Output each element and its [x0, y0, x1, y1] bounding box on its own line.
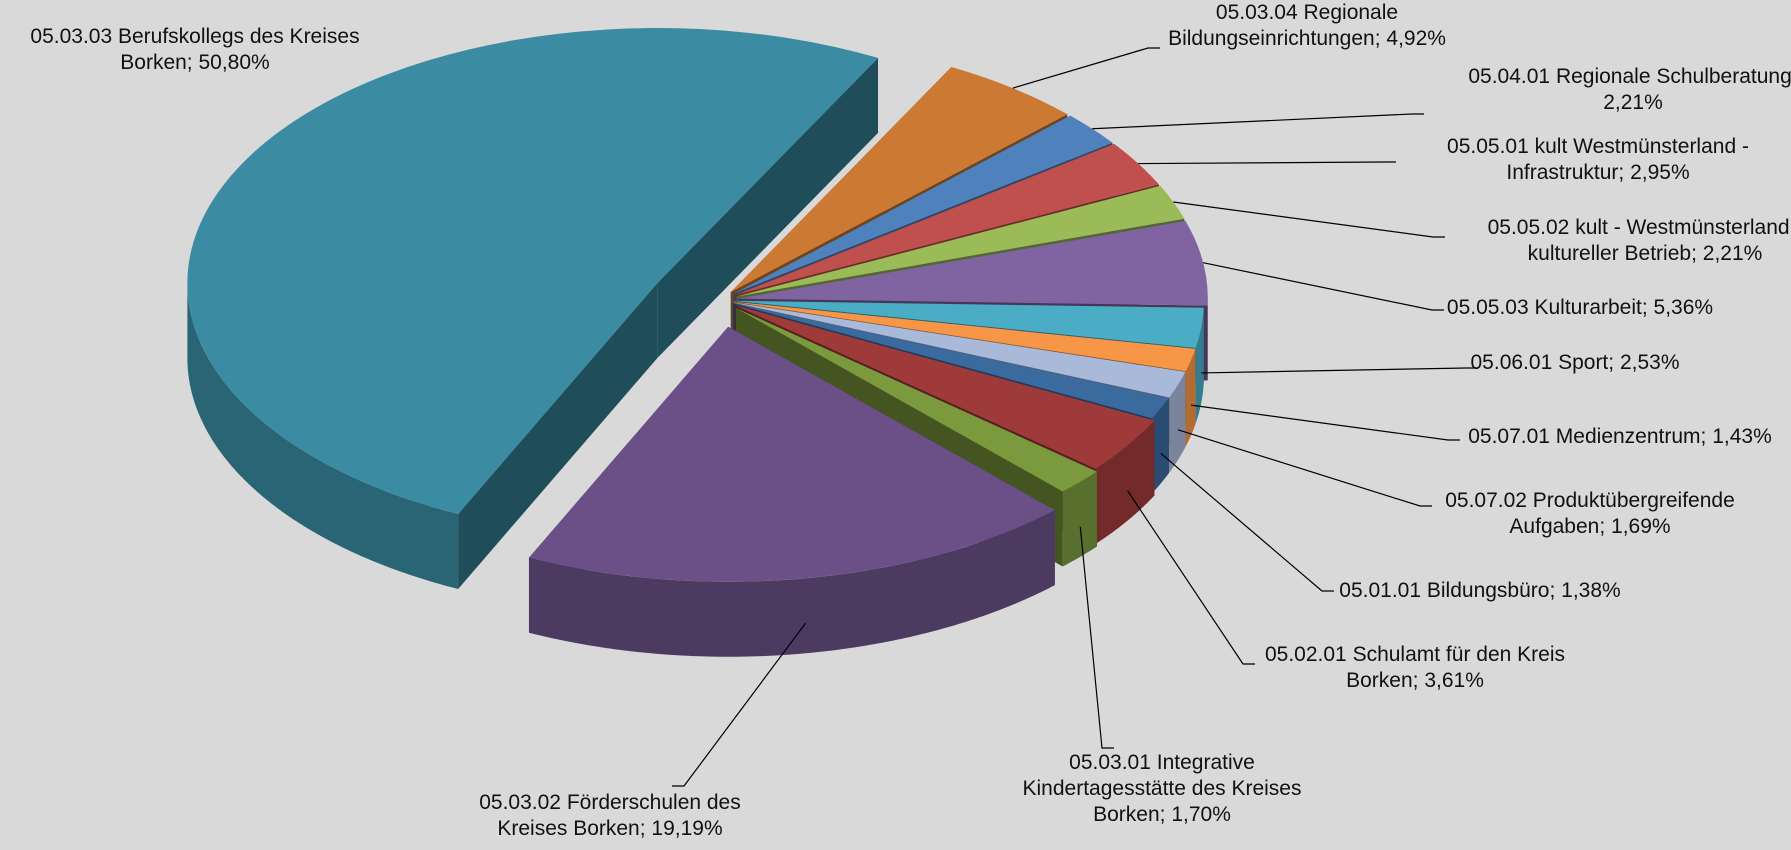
slice-wall: [1185, 348, 1196, 447]
slice-top: [735, 143, 1159, 295]
leader-line: [1138, 161, 1396, 165]
data-label: 05.03.03 Berufskollegs des Kreises Borke…: [0, 24, 390, 76]
slice-top: [730, 67, 1068, 293]
leader-line: [1079, 526, 1114, 749]
leader-line: [1191, 404, 1460, 441]
slice-top: [735, 305, 1155, 469]
value-label: 4,92%: [1386, 27, 1446, 50]
slice-top: [733, 115, 1113, 294]
leader-line: [1127, 490, 1255, 665]
value-label: 1,70%: [1171, 803, 1231, 826]
leader-line: [1177, 429, 1432, 507]
value-label: 5,36%: [1653, 296, 1714, 319]
data-label: 05.03.04 Regionale Bildungseinrichtungen…: [1142, 0, 1472, 52]
value-label: 2,95%: [1630, 161, 1690, 184]
slice-wall: [1152, 398, 1169, 494]
data-label: 05.03.02 Förderschulen des Kreises Borke…: [455, 790, 765, 842]
category-name: 05.05.03 Kulturarbeit;: [1446, 296, 1648, 319]
value-label: 1,43%: [1712, 425, 1772, 448]
slice: [187, 28, 879, 589]
slice-side: [657, 57, 879, 359]
category-name: 05.07.01 Medienzentrum;: [1468, 425, 1707, 448]
category-name: 05.06.01 Sport;: [1470, 351, 1615, 374]
data-label: 05.05.02 kult - Westmünsterland - kultur…: [1455, 215, 1791, 267]
data-label: 05.03.01 Integrative Kindertagesstätte d…: [997, 750, 1327, 828]
data-label: 05.04.01 Regionale Schulberatung; 2,21%: [1438, 64, 1791, 116]
slice-top: [733, 300, 1204, 348]
slice-top: [187, 28, 879, 514]
value-label: 1,38%: [1561, 579, 1621, 602]
data-label: 05.02.01 Schulamt für den Kreis Borken; …: [1235, 642, 1595, 694]
slice-wall: [528, 510, 1055, 657]
leader-line: [1173, 201, 1445, 238]
leader-line: [672, 622, 806, 787]
data-label: 05.07.01 Medienzentrum; 1,43%: [1420, 424, 1791, 450]
leader-line: [1201, 367, 1478, 374]
slice-wall: [1062, 471, 1097, 567]
leader-line: [1092, 113, 1424, 130]
value-label: 19,19%: [651, 817, 723, 840]
data-label: 05.07.02 Produktübergreifende Aufgaben; …: [1410, 488, 1770, 540]
category-name: 05.03.04 Regionale Bildungseinrichtungen…: [1168, 1, 1399, 50]
data-label: 05.01.01 Bildungsbüro; 1,38%: [1310, 578, 1650, 604]
slice-top: [732, 303, 1169, 419]
leader-line: [1203, 262, 1444, 311]
category-name: 05.01.01 Bildungsbüro;: [1339, 579, 1556, 602]
slice-top: [733, 302, 1186, 398]
category-name: 05.03.01 Integrative Kindertagesstätte d…: [1022, 751, 1302, 826]
value-label: 2,21%: [1702, 242, 1763, 265]
category-name: 05.07.02 Produktübergreifende Aufgaben;: [1445, 489, 1735, 538]
slice-top: [736, 308, 1097, 492]
slice-top: [736, 185, 1185, 297]
slice-top: [528, 326, 1055, 582]
category-name: 05.05.02 kult - Westmünsterland - kultur…: [1487, 216, 1791, 265]
slice: [528, 326, 1055, 657]
category-name: 05.05.01 kult Westmünsterland - Infrastr…: [1447, 135, 1749, 184]
value-label: 1,69%: [1611, 515, 1671, 538]
data-label: 05.06.01 Sport; 2,53%: [1425, 350, 1725, 376]
data-label: 05.05.01 kult Westmünsterland - Infrastr…: [1413, 134, 1783, 186]
slice-wall: [187, 282, 459, 589]
slice-top: [737, 220, 1208, 306]
value-label: 2,21%: [1603, 91, 1663, 114]
category-name: 05.03.03 Berufskollegs des Kreises Borke…: [30, 25, 360, 74]
slice-wall: [1095, 420, 1155, 544]
value-label: 3,61%: [1424, 669, 1484, 692]
data-label: 05.05.03 Kulturarbeit; 5,36%: [1415, 295, 1745, 321]
value-label: 2,53%: [1619, 351, 1680, 374]
leader-line: [1160, 452, 1334, 592]
value-label: 50,80%: [198, 51, 270, 74]
category-name: 05.02.01 Schulamt für den Kreis Borken;: [1264, 643, 1565, 692]
category-name: 05.03.02 Förderschulen des Kreises Borke…: [479, 791, 741, 840]
slice-wall: [1195, 307, 1204, 423]
category-name: 05.04.01 Regionale Schulberatung;: [1468, 65, 1791, 88]
slice-top: [733, 301, 1196, 372]
leader-line: [1012, 47, 1160, 89]
slice-side: [458, 283, 658, 589]
slice-wall: [1169, 371, 1186, 473]
